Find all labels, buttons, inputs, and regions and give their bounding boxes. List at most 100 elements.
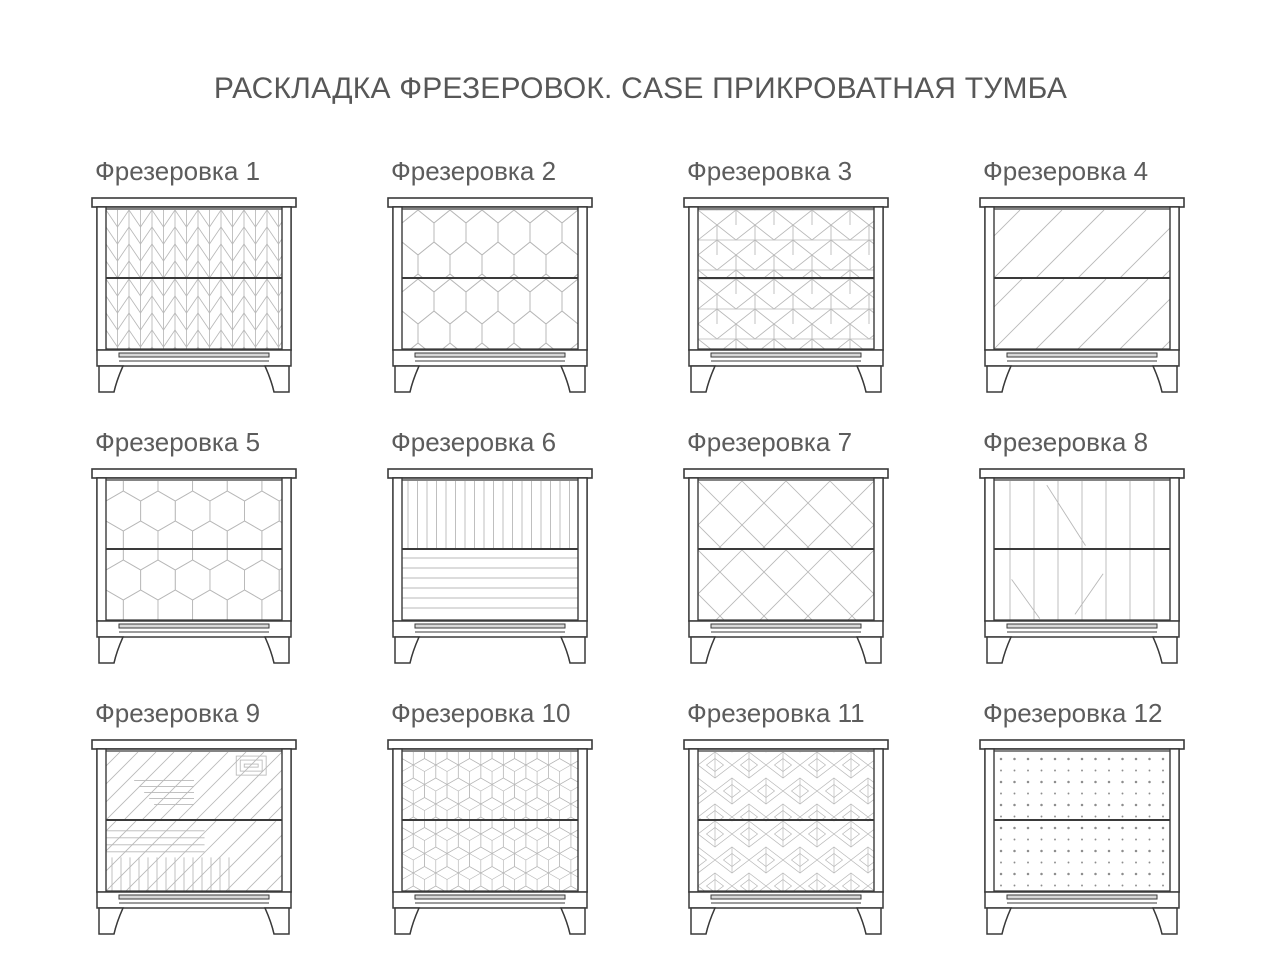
base-plinth — [392, 620, 588, 638]
upper-drawer-front[interactable] — [647, 726, 936, 856]
lower-drawer-front[interactable] — [106, 262, 313, 398]
right-leg — [559, 365, 586, 393]
lower-drawer-front[interactable] — [54, 470, 348, 690]
lower-drawer-front[interactable] — [357, 769, 616, 932]
cabinet-drawing — [683, 197, 889, 393]
lower-drawer-front[interactable] — [994, 821, 1170, 891]
lower-drawer-front[interactable] — [354, 247, 626, 420]
right-side-panel — [1169, 748, 1180, 893]
stretcher-bar — [710, 623, 862, 629]
left-leg — [98, 907, 125, 935]
upper-drawer-front[interactable] — [994, 481, 1170, 549]
cabinet-drawing — [387, 739, 593, 935]
upper-drawer-front[interactable] — [238, 481, 1281, 589]
stretcher-bar — [414, 623, 566, 629]
right-leg — [855, 636, 882, 664]
cabinet-card[interactable]: Фрезеровка 9 — [78, 690, 374, 961]
right-leg — [1151, 365, 1178, 393]
base-plinth — [688, 349, 884, 367]
cabinet-card[interactable]: Фрезеровка 7 — [670, 419, 966, 690]
lower-drawer-front[interactable] — [641, 249, 926, 414]
left-side-panel — [96, 206, 107, 351]
left-leg — [690, 907, 717, 935]
top-slab — [683, 468, 889, 479]
cabinet-card[interactable]: Фрезеровка 3 — [670, 148, 966, 419]
right-side-panel — [577, 477, 588, 622]
lower-drawer-front[interactable] — [402, 550, 578, 620]
left-leg — [394, 636, 421, 664]
cabinet-card[interactable]: Фрезеровка 1 — [78, 148, 374, 419]
upper-drawer-front[interactable] — [54, 401, 348, 621]
cabinet-card[interactable]: Фрезеровка 12 — [966, 690, 1262, 961]
left-side-panel — [688, 206, 699, 351]
right-side-panel — [281, 748, 292, 893]
base-plinth — [688, 620, 884, 638]
lower-drawer-front[interactable] — [994, 550, 1170, 620]
top-slab — [91, 739, 297, 750]
left-side-panel — [688, 748, 699, 893]
cabinet-card[interactable]: Фрезеровка 11 — [670, 690, 966, 961]
cabinet-drawing — [979, 739, 1185, 935]
left-side-panel — [392, 748, 403, 893]
upper-drawer-front[interactable] — [994, 752, 1170, 820]
upper-drawer-front[interactable] — [0, 752, 444, 820]
cabinet-drawing — [91, 468, 297, 664]
upper-drawer-front[interactable] — [641, 180, 926, 345]
lower-drawer-front[interactable] — [658, 279, 1281, 349]
cabinet-drawing — [683, 468, 889, 664]
cabinet-card[interactable]: Фрезеровка 2 — [374, 148, 670, 419]
cabinet-grid: Фрезеровка 1 Фрезеровка 2 — [78, 148, 1208, 961]
stretcher-bar — [1006, 623, 1158, 629]
top-slab — [91, 468, 297, 479]
cabinet-label: Фрезеровка 2 — [391, 156, 557, 186]
cabinet-label: Фрезеровка 8 — [983, 427, 1149, 457]
right-side-panel — [873, 206, 884, 351]
base-plinth — [96, 620, 292, 638]
stretcher-bar — [118, 623, 270, 629]
top-slab — [979, 197, 1185, 208]
top-slab — [387, 739, 593, 750]
cabinet-label: Фрезеровка 1 — [95, 156, 261, 186]
cabinet-label: Фрезеровка 11 — [687, 698, 865, 728]
cabinet-label: Фрезеровка 5 — [95, 427, 261, 457]
right-leg — [263, 636, 290, 664]
lower-drawer-front[interactable] — [236, 550, 1281, 660]
left-side-panel — [688, 477, 699, 622]
stretcher-bar — [414, 894, 566, 900]
upper-drawer-front[interactable] — [402, 481, 578, 549]
cabinet-card[interactable]: Фрезеровка 10 — [374, 690, 670, 961]
base-plinth — [392, 349, 588, 367]
cabinet-card[interactable]: Фрезеровка 4 — [966, 148, 1262, 419]
right-side-panel — [281, 477, 292, 622]
base-plinth — [392, 891, 588, 909]
cabinet-label: Фрезеровка 6 — [391, 427, 557, 457]
left-leg — [98, 365, 125, 393]
top-slab — [979, 468, 1185, 479]
base-plinth — [984, 349, 1180, 367]
top-slab — [387, 197, 593, 208]
lower-drawer-front[interactable] — [26, 821, 436, 891]
left-leg — [986, 636, 1013, 664]
cabinet-card[interactable]: Фрезеровка 8 — [966, 419, 1262, 690]
left-side-panel — [96, 748, 107, 893]
cabinet-label: Фрезеровка 9 — [95, 698, 261, 728]
left-side-panel — [392, 477, 403, 622]
right-leg — [1151, 636, 1178, 664]
cabinet-label: Фрезеровка 10 — [391, 698, 571, 728]
left-side-panel — [96, 477, 107, 622]
upper-drawer-front[interactable] — [106, 193, 313, 329]
left-leg — [986, 907, 1013, 935]
upper-drawer-front[interactable] — [357, 700, 616, 863]
base-plinth — [96, 891, 292, 909]
left-leg — [98, 636, 125, 664]
cabinet-card[interactable]: Фрезеровка 5 — [78, 419, 374, 690]
left-leg — [690, 365, 717, 393]
right-leg — [855, 907, 882, 935]
lower-drawer-front[interactable] — [647, 795, 936, 925]
upper-drawer-front[interactable] — [354, 178, 626, 351]
base-plinth — [984, 891, 1180, 909]
left-leg — [986, 365, 1013, 393]
upper-drawer-front[interactable] — [658, 210, 1281, 278]
cabinet-label: Фрезеровка 3 — [687, 156, 853, 186]
cabinet-card[interactable]: Фрезеровка 6 — [374, 419, 670, 690]
